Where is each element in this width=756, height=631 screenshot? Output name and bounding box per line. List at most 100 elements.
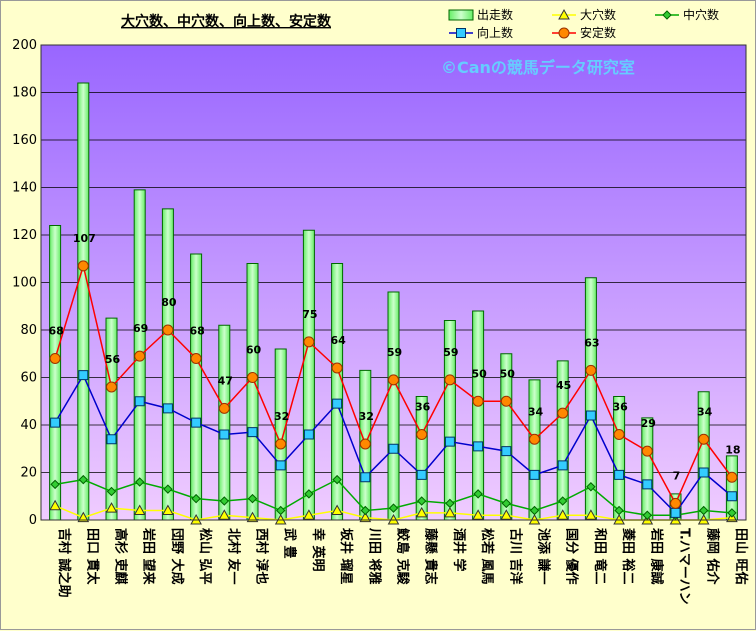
data-label-stable: 69 bbox=[133, 322, 148, 335]
series-mid-point bbox=[388, 503, 399, 513]
y-tick-label: 120 bbox=[12, 228, 37, 243]
series-stable-point bbox=[275, 438, 287, 450]
x-tick-label: 酒井 学 bbox=[451, 528, 467, 572]
data-label-stable: 59 bbox=[387, 346, 402, 359]
x-tick-label: T.ハマーハン bbox=[677, 528, 692, 605]
series-mid-point bbox=[106, 486, 117, 497]
data-label-stable: 75 bbox=[302, 308, 317, 321]
series-up-point bbox=[303, 429, 314, 440]
series-mid-point bbox=[727, 508, 737, 518]
y-tick-label: 160 bbox=[12, 133, 37, 148]
x-tick-label: 西村 淳也 bbox=[254, 528, 270, 585]
series-mid-point bbox=[698, 505, 709, 516]
series-stable-point bbox=[162, 324, 174, 336]
series-mid-point bbox=[332, 474, 342, 485]
series-up-point bbox=[501, 446, 512, 457]
data-label-stable: 50 bbox=[471, 367, 487, 380]
x-tick-label: 松山 弘平 bbox=[197, 528, 213, 585]
x-tick-label: 北村 友一 bbox=[225, 528, 241, 585]
series-up-point bbox=[275, 460, 286, 471]
y-tick-label: 140 bbox=[12, 181, 37, 196]
chart-title: 大穴数、中穴数、向上数、安定数 bbox=[121, 13, 332, 30]
series-mid-point bbox=[78, 474, 89, 485]
x-tick-label: 幸 英明 bbox=[310, 528, 326, 572]
series-mid-point bbox=[219, 496, 230, 506]
series-up-point bbox=[106, 434, 117, 445]
data-label-stable: 60 bbox=[246, 344, 262, 357]
series-mid-point bbox=[614, 505, 624, 516]
x-tick-label: 松若 風馬 bbox=[479, 528, 495, 585]
y-tick-label: 200 bbox=[12, 38, 37, 53]
series-big-point bbox=[415, 506, 428, 518]
x-tick-label: 藤岡 佑介 bbox=[705, 528, 721, 586]
series-mid-point bbox=[586, 482, 596, 492]
series-stable-point bbox=[49, 353, 61, 364]
data-label-stable: 32 bbox=[359, 410, 374, 423]
bar-runs bbox=[528, 379, 541, 521]
series-mid-point bbox=[416, 496, 427, 506]
series-mid-point bbox=[275, 505, 286, 516]
data-label-stable: 36 bbox=[415, 401, 431, 414]
y-tick-label: 60 bbox=[20, 371, 37, 386]
plot-border bbox=[40, 44, 747, 521]
series-big-point bbox=[105, 502, 118, 513]
x-tick-label: 菱田 裕二 bbox=[620, 528, 636, 585]
bar-runs bbox=[387, 291, 400, 521]
bar-runs bbox=[613, 396, 626, 521]
series-stable-point bbox=[190, 353, 202, 364]
series-stable-point bbox=[303, 336, 315, 348]
data-label-stable: 68 bbox=[189, 325, 204, 338]
series-mid-point bbox=[191, 493, 201, 504]
series-stable-point bbox=[500, 395, 512, 407]
series-stable-point bbox=[134, 350, 146, 362]
axes: 0 20 40 60 80 100 120 140 160 180 200 吉村 誠之助 田口 貫太 高杉… bbox=[12, 38, 749, 605]
series-big-point bbox=[218, 509, 231, 520]
series-mid-point bbox=[360, 505, 371, 516]
series-up-point bbox=[219, 429, 230, 440]
series-up-point bbox=[698, 467, 709, 478]
y-tick-label: 180 bbox=[12, 86, 37, 101]
bar-runs bbox=[302, 229, 315, 521]
series-up-point bbox=[585, 410, 596, 421]
legend-label: 中穴数 bbox=[683, 7, 719, 22]
data-label-stable: 7 bbox=[673, 469, 681, 482]
data-label-stable: 34 bbox=[697, 405, 713, 418]
series-stable-point bbox=[557, 407, 569, 419]
data-label-stable: 34 bbox=[528, 405, 544, 418]
series-stable-point bbox=[416, 429, 428, 440]
series-up-point bbox=[388, 443, 399, 454]
series-stable-point bbox=[444, 374, 456, 386]
series-stable-point bbox=[331, 362, 343, 374]
series-big-point bbox=[359, 511, 372, 523]
x-tick-label: 岩田 康誠 bbox=[648, 527, 664, 585]
x-tick-label: 武 豊 bbox=[282, 528, 298, 559]
data-label-stable: 59 bbox=[443, 346, 458, 359]
data-label-stable: 64 bbox=[330, 334, 346, 347]
series-big-point bbox=[303, 509, 315, 520]
series-big-point bbox=[162, 504, 174, 515]
x-tick-label: 池添 謙一 bbox=[536, 528, 552, 585]
series-stable-point bbox=[247, 372, 258, 383]
series-stable-point bbox=[529, 433, 540, 445]
series-mid-point bbox=[501, 498, 512, 509]
series-big-point bbox=[133, 504, 146, 515]
data-label-stable: 80 bbox=[161, 296, 177, 309]
legend-label: 大穴数 bbox=[580, 7, 616, 22]
series-mid-point bbox=[247, 493, 258, 504]
series-up-point bbox=[416, 469, 427, 480]
data-label-stable: 36 bbox=[612, 401, 628, 414]
bar-runs bbox=[218, 324, 231, 521]
series-stable-point bbox=[106, 381, 117, 393]
series-big-point bbox=[331, 504, 343, 515]
series-stable-point bbox=[472, 395, 484, 407]
series-up-point bbox=[78, 370, 89, 381]
series-big-point bbox=[472, 509, 484, 520]
series-mid-point bbox=[529, 505, 540, 516]
series-mid-point bbox=[473, 489, 483, 499]
legend-label: 向上数 bbox=[477, 25, 513, 40]
y-tick-label: 40 bbox=[20, 418, 37, 433]
series-stable-point bbox=[218, 402, 230, 414]
series-big-point bbox=[585, 509, 597, 520]
